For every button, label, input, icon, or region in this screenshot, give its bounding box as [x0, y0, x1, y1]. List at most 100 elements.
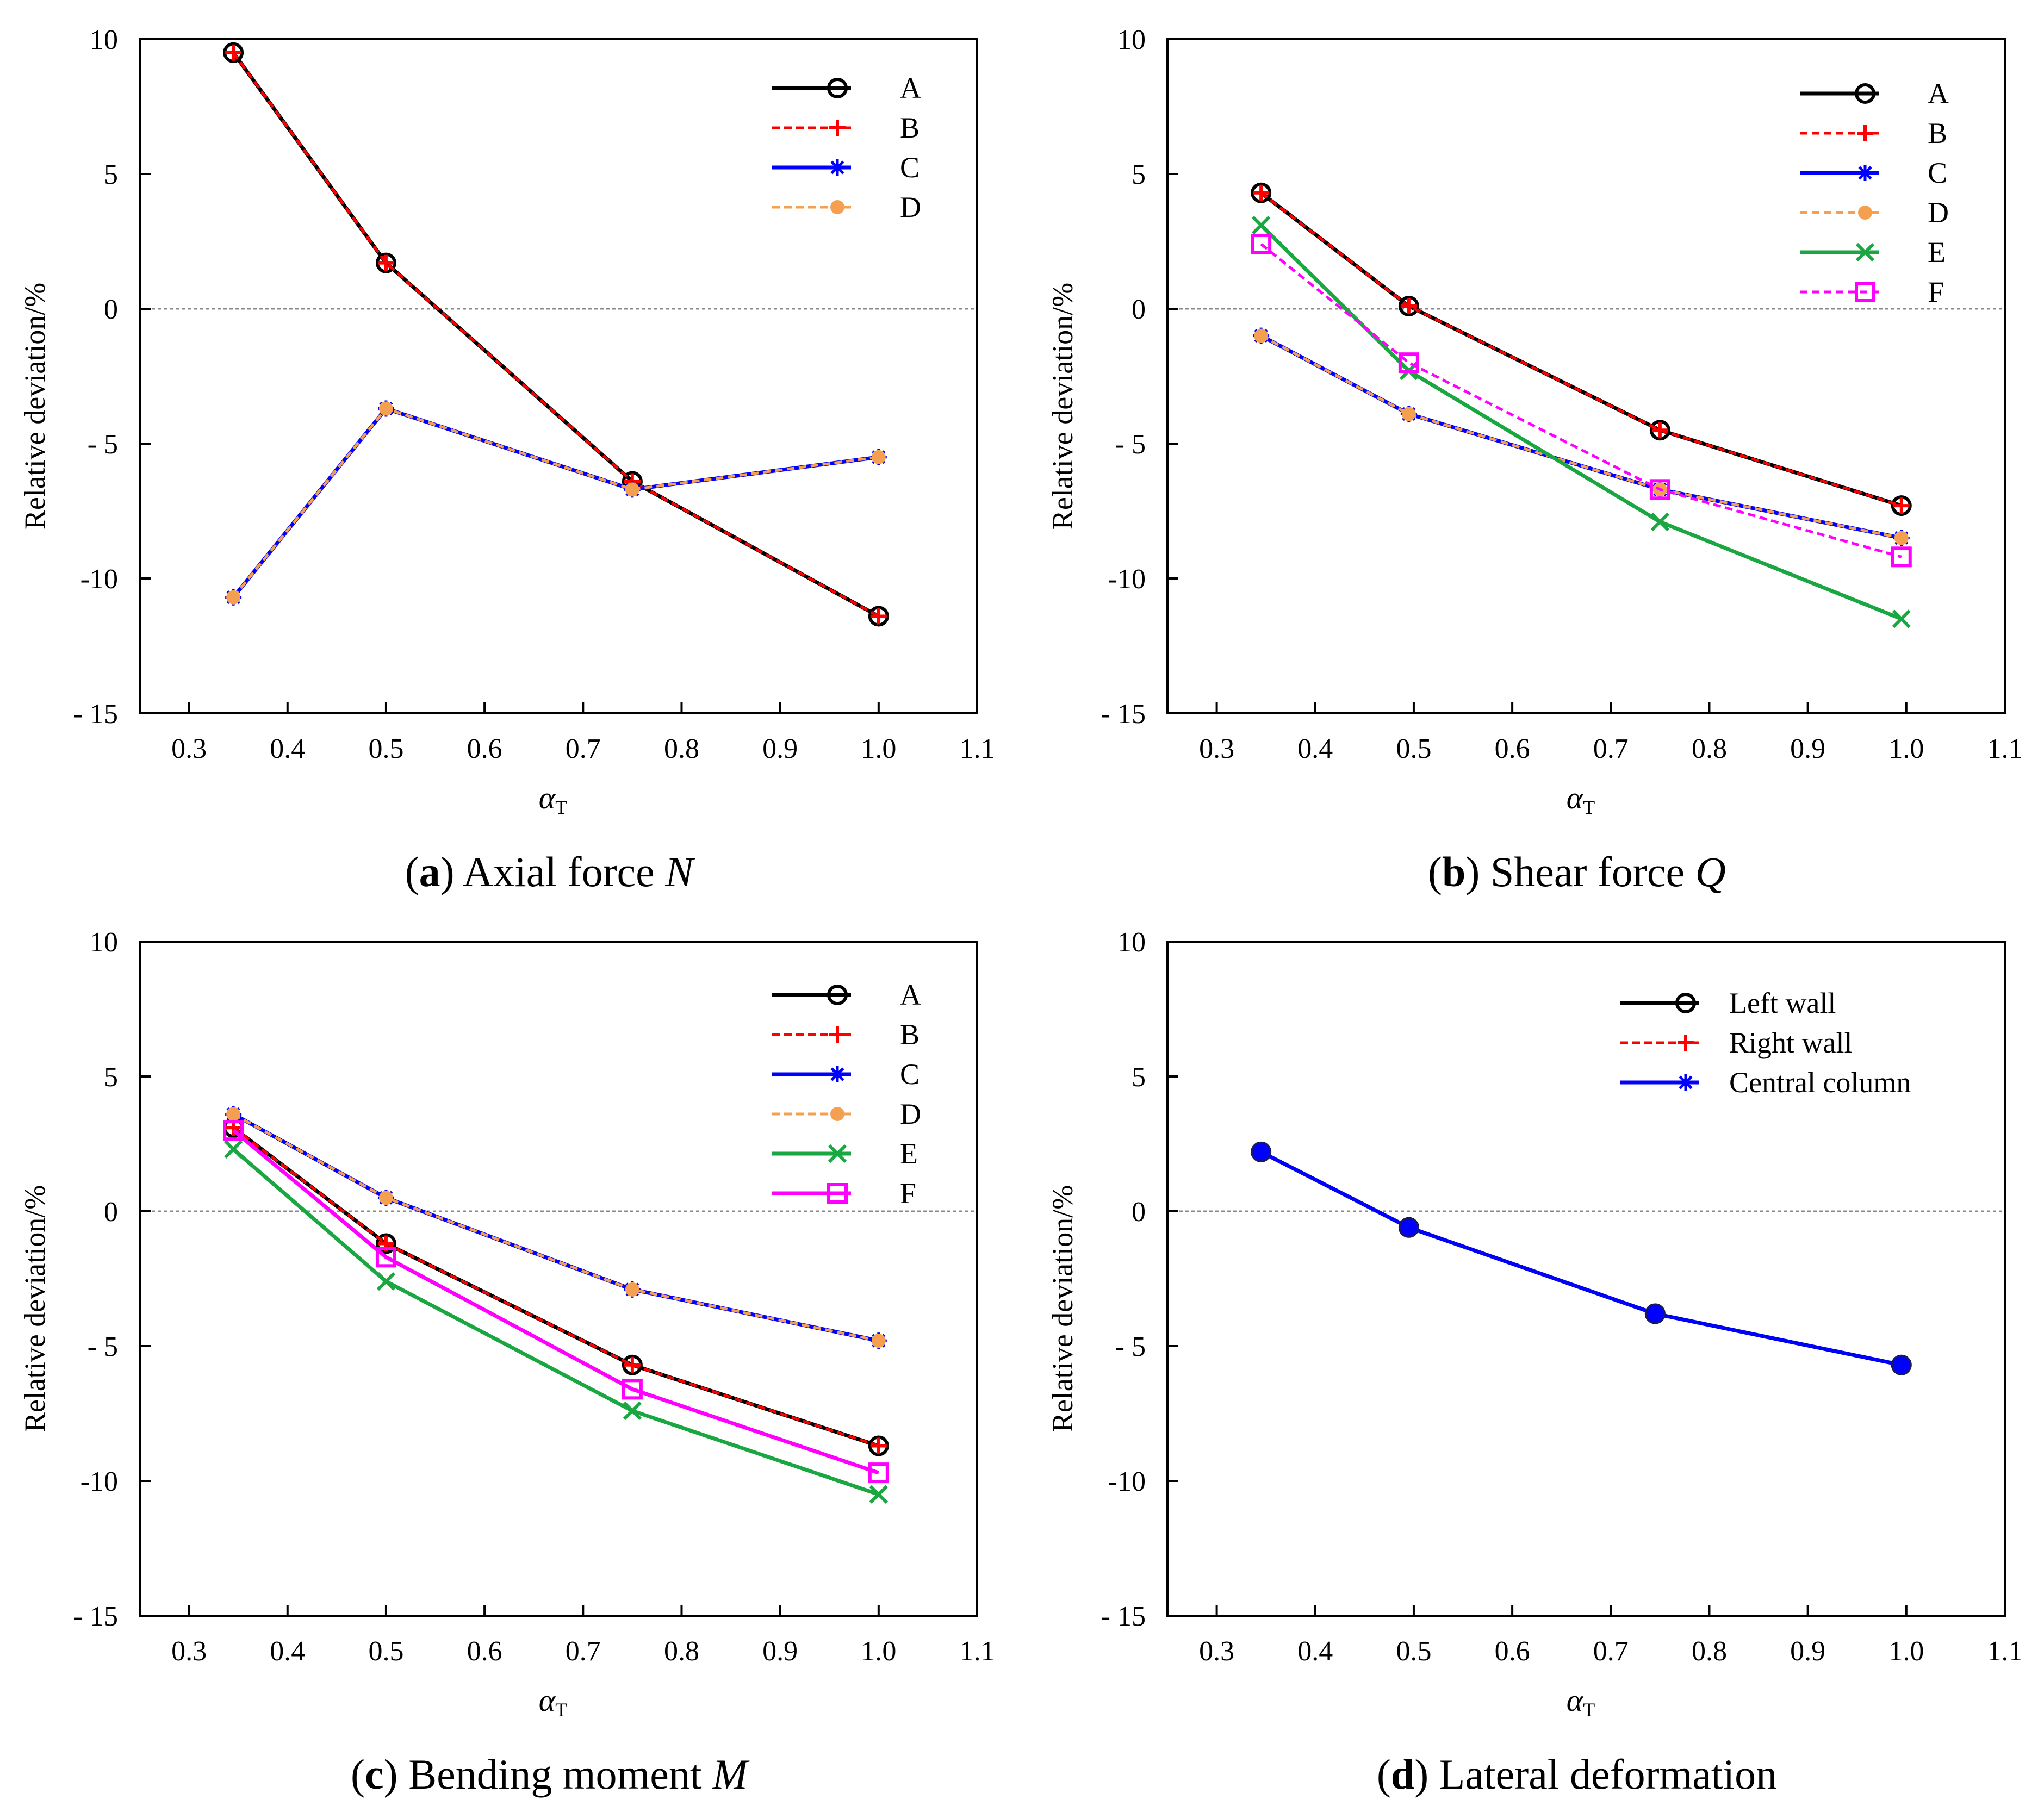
- data-point: [622, 1379, 643, 1400]
- plot-frame: [139, 941, 978, 1617]
- caption-paren-open: (: [405, 848, 419, 895]
- series-a: [223, 42, 889, 627]
- y-tick-label: 10: [1117, 927, 1146, 958]
- series-line: [232, 407, 879, 599]
- x-tick-label: 0.8: [1692, 1636, 1727, 1667]
- data-point: [1399, 1217, 1419, 1238]
- legend-marker: [827, 985, 848, 1005]
- legend-label: A: [1928, 77, 1949, 110]
- x-axis-symbol: α: [1567, 1683, 1584, 1718]
- y-axis-label: Relative deviation/%: [1046, 283, 1079, 530]
- legend-marker: [1678, 1035, 1694, 1051]
- legend-marker: [827, 1183, 848, 1204]
- x-tick-label: 0.3: [171, 733, 207, 764]
- panel-caption: (c) Bending moment M: [351, 1751, 750, 1798]
- panel-d: 0.3 0.4 0.5 0.6 0.7 0.8 0.9 1.0 1.1 10 5 0 - 5 -10 - 1…: [1046, 927, 2023, 1798]
- x-tick-label: 0.5: [1396, 733, 1431, 764]
- x-tick-label: 0.7: [1593, 733, 1629, 764]
- series-line: [232, 1126, 879, 1447]
- x-tick-label: 0.4: [1297, 1636, 1333, 1667]
- data-point: [1649, 420, 1670, 441]
- y-tick-label: 5: [1132, 159, 1146, 190]
- data-point: [868, 1435, 889, 1456]
- caption-letter: c: [365, 1751, 384, 1798]
- legend-label: C: [900, 1058, 920, 1091]
- series-line: [1260, 243, 1902, 558]
- x-axis-label: αT: [1567, 780, 1595, 818]
- caption-letter: b: [1442, 848, 1465, 895]
- series-f: [1251, 233, 1912, 568]
- legend-label: B: [900, 1018, 920, 1051]
- y-tick-label: - 15: [1101, 1601, 1146, 1632]
- data-point: [223, 42, 244, 63]
- plot-frame: [1166, 38, 2006, 714]
- y-tick-label: - 15: [73, 1601, 118, 1632]
- data-point: [1251, 1142, 1271, 1162]
- series-line: [232, 407, 879, 599]
- series-line: [232, 1129, 879, 1475]
- caption-text: ) Bending moment: [384, 1751, 712, 1798]
- x-tick-label: 0.5: [1396, 1636, 1431, 1667]
- x-tick-label: 0.9: [762, 733, 798, 764]
- legend-label: D: [900, 1098, 921, 1130]
- series-c: [1253, 327, 1910, 546]
- y-tick-label: - 5: [88, 429, 118, 460]
- x-tick-label: 0.4: [1297, 733, 1333, 764]
- legend-label: D: [900, 191, 921, 223]
- x-tick-label: 0.4: [270, 733, 305, 764]
- data-point: [378, 401, 393, 416]
- panel-caption: (b) Shear force Q: [1428, 848, 1726, 895]
- x-tick-label: 1.1: [960, 1636, 995, 1667]
- data-point: [1892, 609, 1911, 628]
- y-tick-label: 5: [104, 159, 118, 190]
- data-point: [376, 1272, 396, 1291]
- y-tick-label: - 15: [1101, 699, 1146, 730]
- series-right-wall: [1253, 1143, 1910, 1373]
- data-point: [1401, 407, 1416, 421]
- x-tick-label: 1.1: [1987, 733, 2023, 764]
- x-tick-label: 1.1: [1987, 1636, 2023, 1667]
- legend-marker: [1858, 206, 1872, 220]
- caption-text: ) Lateral deformation: [1414, 1751, 1777, 1798]
- y-tick-label: 5: [1132, 1062, 1146, 1093]
- legend-marker: [1855, 242, 1875, 262]
- x-tick-label: 0.7: [566, 733, 601, 764]
- series-line: [1260, 1150, 1902, 1367]
- x-tick-label: 0.9: [1790, 1636, 1825, 1667]
- legend-marker: [1855, 83, 1875, 104]
- panel-a: 0.3 0.4 0.5 0.6 0.7 0.8 0.9 1.0 1.1 10 5 0 - 5 -10 - 1…: [18, 24, 995, 895]
- x-tick-label: 1.0: [861, 1636, 896, 1667]
- plot-frame: [139, 38, 978, 714]
- caption-letter: d: [1391, 1751, 1414, 1798]
- data-point: [223, 1139, 243, 1159]
- series-line: [1259, 191, 1902, 508]
- series-line: [1260, 191, 1902, 507]
- x-tick-label: 0.6: [1495, 733, 1530, 764]
- series-central-column: [1251, 1142, 1912, 1375]
- data-point: [868, 1462, 889, 1484]
- legend-marker: [1857, 125, 1873, 141]
- y-tick-label: -10: [1108, 1466, 1146, 1497]
- data-point: [375, 1247, 396, 1268]
- data-point: [871, 1334, 886, 1348]
- series-line: [232, 1113, 879, 1342]
- x-tick-label: 1.0: [1888, 1636, 1924, 1667]
- legend-marker: [830, 1107, 844, 1121]
- legend-label: C: [1928, 157, 1947, 189]
- data-point: [871, 450, 886, 464]
- legend-marker: [829, 159, 846, 176]
- legend-label: Central column: [1729, 1066, 1911, 1099]
- data-point: [223, 1120, 244, 1141]
- legend-marker: [829, 1026, 846, 1043]
- series-left-wall: [1251, 1141, 1912, 1375]
- y-tick-label: - 15: [73, 699, 118, 730]
- legend-marker: [1857, 165, 1873, 181]
- legend-label: F: [1928, 276, 1944, 308]
- y-tick-label: 10: [90, 24, 118, 55]
- y-tick-label: 0: [1132, 294, 1146, 325]
- data-point: [1645, 1303, 1666, 1324]
- x-tick-label: 0.6: [1495, 1636, 1530, 1667]
